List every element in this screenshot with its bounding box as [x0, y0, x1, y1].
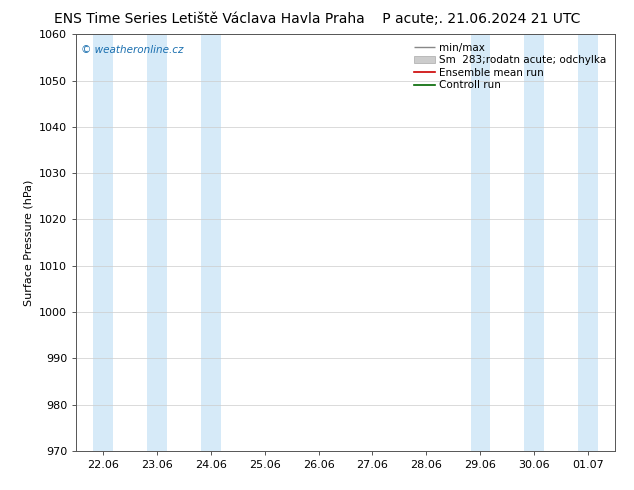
Bar [93, 34, 113, 451]
Bar [201, 34, 221, 451]
Y-axis label: Surface Pressure (hPa): Surface Pressure (hPa) [23, 179, 34, 306]
Text: ENS Time Series Letiště Václava Havla Praha    P acute;. 21.06.2024 21 UTC: ENS Time Series Letiště Václava Havla Pr… [54, 12, 580, 26]
Bar [524, 34, 544, 451]
Bar [578, 34, 598, 451]
Legend: min/max, Sm  283;rodatn acute; odchylka, Ensemble mean run, Controll run: min/max, Sm 283;rodatn acute; odchylka, … [411, 40, 610, 94]
Bar [470, 34, 490, 451]
Text: © weatheronline.cz: © weatheronline.cz [81, 45, 184, 55]
Bar [147, 34, 167, 451]
